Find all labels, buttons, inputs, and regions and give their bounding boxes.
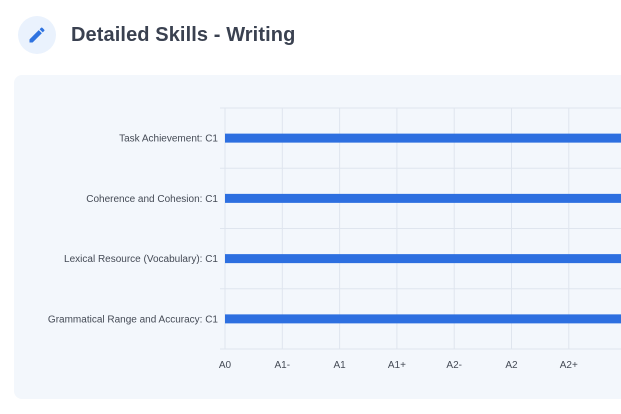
bar [225, 193, 621, 203]
x-tick-label: A0 [219, 360, 232, 371]
category-label: Grammatical Range and Accuracy: C1 [48, 314, 219, 325]
x-tick-label: A1 [333, 360, 346, 371]
x-tick-label: A1- [275, 360, 291, 371]
x-tick-label: A2+ [560, 360, 578, 371]
page-title: Detailed Skills - Writing [71, 23, 296, 46]
category-label: Task Achievement: C1 [119, 134, 218, 145]
bar [225, 133, 621, 143]
category-label: Coherence and Cohesion: C1 [86, 194, 218, 205]
x-tick-label: A2- [446, 360, 462, 371]
bar [225, 254, 621, 264]
x-tick-label: A1+ [388, 360, 406, 371]
skills-bar-chart: Task Achievement: C1 Coherence and Cohesi… [48, 107, 621, 371]
x-tick-label: A2 [505, 360, 518, 371]
section-header: Detailed Skills - Writing [18, 15, 295, 55]
category-label: Lexical Resource (Vocabulary): C1 [64, 254, 218, 265]
bar [225, 314, 621, 324]
chart-panel: Task Achievement: C1 Coherence and Cohesi… [14, 75, 621, 399]
pencil-icon [18, 16, 56, 54]
